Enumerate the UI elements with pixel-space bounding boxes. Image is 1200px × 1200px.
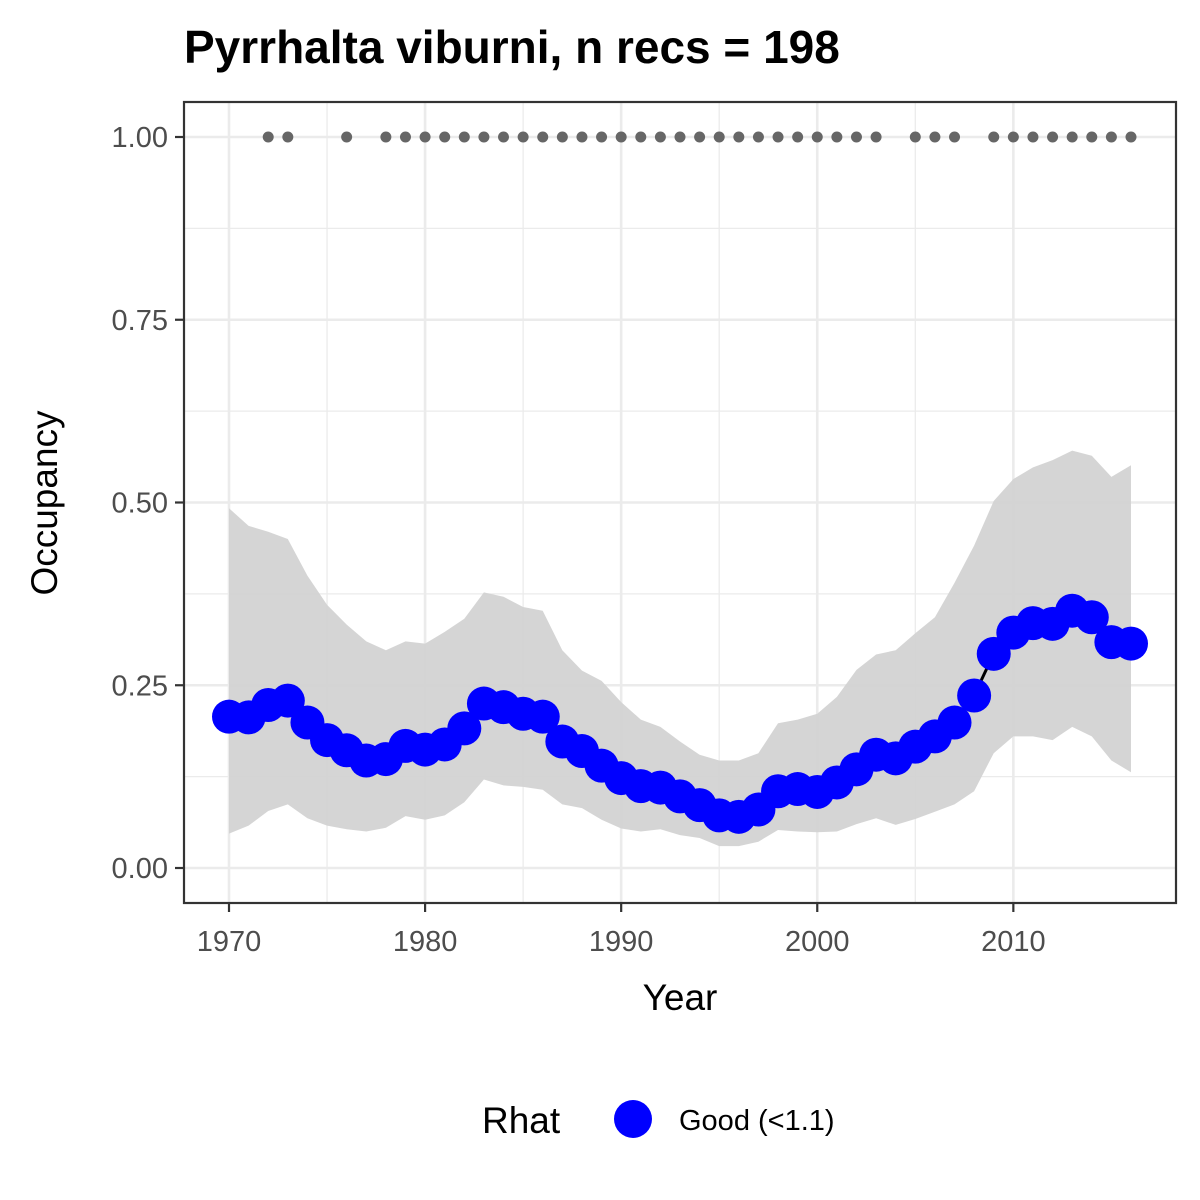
y-tick-label: 0.00 <box>112 853 168 885</box>
record-dot <box>1086 131 1098 143</box>
y-tick-label: 0.50 <box>112 488 168 520</box>
record-dot <box>929 131 941 143</box>
data-point <box>525 699 560 734</box>
record-dot <box>282 131 294 143</box>
record-dot <box>850 131 862 143</box>
record-dot <box>831 131 843 143</box>
record-dot <box>949 131 961 143</box>
record-dot <box>399 131 411 143</box>
record-dot <box>733 131 745 143</box>
y-axis-title: Occupancy <box>24 410 65 596</box>
chart-title: Pyrrhalta viburni, n recs = 198 <box>184 21 840 73</box>
x-tick-label: 1990 <box>589 926 654 958</box>
y-tick-label: 0.75 <box>112 305 168 337</box>
record-dot <box>439 131 451 143</box>
record-dot <box>1066 131 1078 143</box>
record-dot <box>870 131 882 143</box>
record-dot <box>811 131 823 143</box>
legend-label-good: Good (<1.1) <box>679 1105 835 1137</box>
data-point <box>270 683 305 718</box>
plot-panel <box>182 100 1178 905</box>
record-dot <box>1027 131 1039 143</box>
record-dot <box>1105 131 1117 143</box>
record-dot <box>341 131 353 143</box>
x-tick-label: 1970 <box>197 926 262 958</box>
record-dot <box>752 131 764 143</box>
record-dot <box>694 131 706 143</box>
data-point <box>957 678 992 713</box>
y-axis: 0.00 0.25 0.50 0.75 1.00 <box>112 122 184 885</box>
data-point <box>447 711 482 746</box>
record-dot <box>909 131 921 143</box>
record-dot <box>556 131 568 143</box>
record-dot <box>674 131 686 143</box>
record-dot <box>772 131 784 143</box>
record-dot <box>262 131 274 143</box>
record-dot <box>654 131 666 143</box>
record-dot <box>713 131 725 143</box>
x-tick-label: 2010 <box>981 926 1046 958</box>
record-dot <box>615 131 627 143</box>
record-dot <box>419 131 431 143</box>
x-axis: 1970 1980 1990 2000 2010 <box>197 903 1046 958</box>
record-dot <box>458 131 470 143</box>
record-dot <box>498 131 510 143</box>
record-dot <box>1047 131 1059 143</box>
data-point <box>1074 600 1109 635</box>
record-dots <box>262 131 1137 143</box>
legend-title: Rhat <box>482 1100 561 1141</box>
record-dot <box>596 131 608 143</box>
x-axis-title: Year <box>643 977 718 1018</box>
x-tick-label: 2000 <box>785 926 850 958</box>
y-tick-label: 0.25 <box>112 670 168 702</box>
data-point <box>937 705 972 740</box>
record-dot <box>478 131 490 143</box>
record-dot <box>1125 131 1137 143</box>
x-tick-label: 1980 <box>393 926 458 958</box>
data-points <box>212 593 1148 834</box>
legend: Rhat Good (<1.1) <box>482 1100 835 1141</box>
legend-key-good <box>614 1100 652 1138</box>
record-dot <box>792 131 804 143</box>
record-dot <box>576 131 588 143</box>
y-tick-label: 1.00 <box>112 122 168 154</box>
record-dot <box>635 131 647 143</box>
data-point <box>1114 626 1148 661</box>
record-dot <box>380 131 392 143</box>
record-dot <box>988 131 1000 143</box>
record-dot <box>1007 131 1019 143</box>
record-dot <box>537 131 549 143</box>
record-dot <box>517 131 529 143</box>
